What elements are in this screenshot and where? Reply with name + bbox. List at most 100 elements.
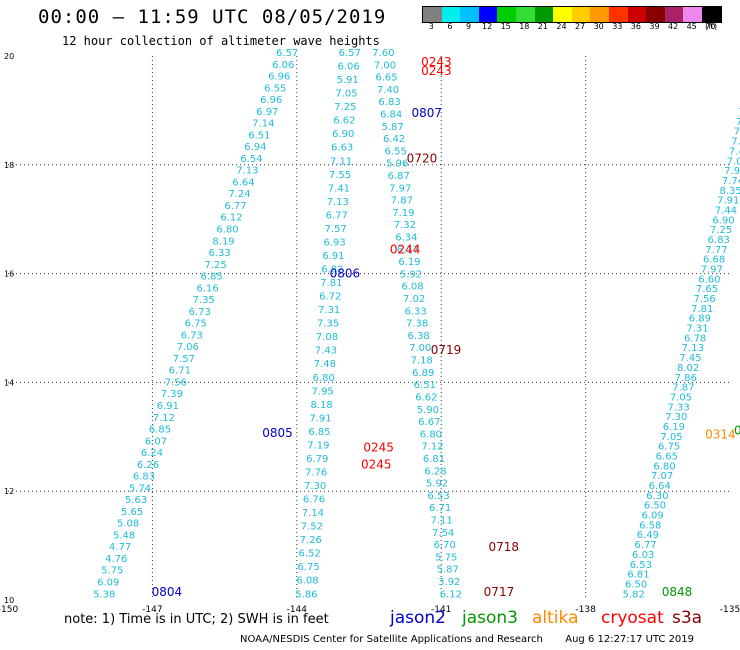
wave-height-value: 6.78	[684, 333, 706, 344]
footer-credit: NOAA/NESDIS Center for Satellite Applica…	[240, 634, 694, 645]
color-scale-tick: 33	[612, 22, 623, 31]
color-swatch	[497, 7, 516, 22]
wave-height-value: 6.94	[244, 142, 266, 153]
wave-height-value: 6.54	[240, 154, 262, 165]
wave-height-value: 7.19	[392, 208, 414, 219]
pass-time-label: 0804	[152, 585, 183, 599]
wave-height-value: 6.77	[224, 201, 246, 212]
satellite-legend-jason3: jason3	[462, 608, 518, 628]
wave-height-value: 7.06	[727, 156, 740, 167]
pass-time-label: 0243	[421, 64, 452, 78]
wave-height-value: 6.30	[646, 491, 668, 502]
wave-height-value: 6.91	[157, 401, 179, 412]
pass-time-label: 0717	[484, 585, 515, 599]
wave-height-value: 7.38	[406, 319, 428, 330]
pass-time-label: 0805	[262, 426, 293, 440]
wave-height-value: 6.77	[634, 540, 656, 551]
pass-time-label: 0245	[361, 457, 392, 471]
wave-height-value: 7.40	[729, 146, 740, 157]
wave-height-value: 7.57	[173, 354, 195, 365]
wave-height-value: 6.53	[630, 560, 652, 571]
wave-height-value: 5.75	[435, 552, 457, 563]
wave-height-value: 6.12	[440, 589, 462, 600]
wave-height-value: 8.18	[310, 400, 332, 411]
wave-height-value: 7.97	[389, 183, 411, 194]
color-swatch	[553, 7, 572, 22]
wave-height-value: 7.02	[403, 294, 425, 305]
wave-height-value: 6.83	[378, 97, 400, 108]
wave-height-value: 6.50	[625, 579, 647, 590]
lat-tick-label: 14	[4, 378, 14, 387]
wave-height-value: 7.13	[682, 343, 704, 354]
color-swatch	[590, 7, 609, 22]
wave-height-value: 6.57	[276, 48, 298, 59]
wave-height-value: 5.08	[117, 519, 139, 530]
satellite-legend-jason2: jason2	[390, 608, 446, 628]
wave-height-value: 7.05	[335, 89, 357, 100]
wave-height-value: 6.62	[333, 116, 355, 127]
wave-height-value: 6.89	[689, 314, 711, 325]
wave-height-value: 3.92	[438, 577, 460, 588]
wave-height-value: 7.87	[672, 383, 694, 394]
pass-time-label: 0807	[411, 106, 442, 120]
wave-height-value: 7.56	[165, 377, 187, 388]
color-swatch	[646, 7, 665, 22]
wave-height-value: 6.80	[653, 461, 675, 472]
wave-height-value: 6.79	[306, 454, 328, 465]
color-scale-tick: 12	[482, 22, 493, 31]
wave-height-value: 7.12	[421, 442, 443, 453]
wave-height-value: 5.92	[400, 269, 422, 280]
wave-height-value: 6.85	[308, 427, 330, 438]
wave-height-value: 8.02	[677, 363, 699, 374]
satellite-legend-cryosat: cryosat	[601, 608, 664, 628]
wave-height-value: 6.65	[375, 73, 397, 84]
wave-height-value: 7.35	[193, 295, 215, 306]
wave-height-value: 7.13	[236, 166, 258, 177]
wave-height-value: 7.18	[411, 356, 433, 367]
wave-height-value: 6.76	[303, 495, 325, 506]
wave-height-value: 7.86	[675, 373, 697, 384]
wave-height-value: 7.91	[309, 413, 331, 424]
wave-height-value: 7.05	[670, 392, 692, 403]
color-swatch	[534, 7, 554, 22]
wave-height-value: 6.81	[627, 570, 649, 581]
wave-height-value: 6.85	[149, 425, 171, 436]
wave-height-value: 7.44	[715, 205, 737, 216]
wave-height-value: 5.96	[386, 159, 408, 170]
wave-height-value: 6.55	[264, 83, 286, 94]
wave-height-value: 6.89	[412, 368, 434, 379]
wave-height-value: 7.91	[717, 196, 739, 207]
lat-tick-label: 16	[4, 270, 14, 279]
pass-time-label: 0849	[734, 424, 740, 438]
wave-height-value: 6.57	[339, 48, 361, 59]
wave-height-value: 7.00	[374, 60, 396, 71]
wave-height-value: 6.64	[232, 177, 254, 188]
wave-height-value: 6.80	[216, 225, 238, 236]
wave-height-value: 7.26	[300, 535, 322, 546]
wave-height-value: 7.47	[731, 137, 740, 148]
wave-height-value: 7.21	[736, 117, 740, 128]
wave-height-value: 6.19	[663, 422, 685, 433]
wave-height-value: 6.60	[698, 274, 720, 285]
wave-height-value: 7.39	[161, 389, 183, 400]
wave-height-value: 6.08	[296, 576, 318, 587]
color-scale-tick: 3	[428, 22, 434, 31]
wave-height-value: 6.75	[658, 442, 680, 453]
wave-height-value: 7.07	[651, 471, 673, 482]
wave-height-value: 6.71	[429, 503, 451, 514]
wave-height-value: 6.06	[338, 62, 360, 73]
lat-tick-label: 20	[4, 52, 14, 61]
credit-text: NOAA/NESDIS Center for Satellite Applica…	[240, 634, 543, 645]
wave-height-value: 7.45	[679, 353, 701, 364]
lon-tick-label: -135	[720, 605, 740, 615]
wave-height-value: 7.35	[317, 319, 339, 330]
color-scale-tick: 30	[593, 22, 604, 31]
wave-height-value: 5.91	[336, 75, 358, 86]
color-swatch	[441, 7, 461, 22]
wave-height-value: 6.73	[189, 307, 211, 318]
wave-height-value: 7.14	[252, 119, 274, 130]
wave-height-value: 6.06	[272, 60, 294, 71]
wave-height-value: 7.40	[377, 85, 399, 96]
color-swatch	[515, 7, 535, 22]
